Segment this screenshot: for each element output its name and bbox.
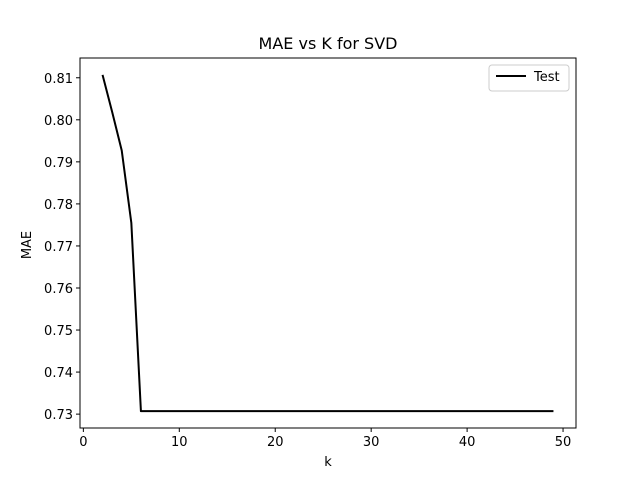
y-tick-label: 0.73	[44, 408, 73, 423]
x-tick-label: 50	[555, 435, 572, 450]
y-axis-title: MAE	[20, 231, 35, 259]
y-tick-label: 0.78	[44, 198, 73, 213]
series-layer	[101, 74, 554, 413]
y-tick-label: 0.75	[44, 324, 73, 339]
plot-frame	[79, 57, 577, 429]
x-tick-label: 20	[267, 435, 284, 450]
series-line-test	[101, 74, 554, 413]
legend: Test	[488, 64, 570, 92]
y-tick-label: 0.74	[44, 366, 73, 381]
plot-area	[80, 58, 576, 428]
legend-box	[488, 64, 570, 92]
y-tick-label: 0.80	[44, 114, 73, 129]
chart-title: MAE vs K for SVD	[259, 34, 398, 53]
y-tick-label: 0.77	[44, 240, 73, 255]
x-tick-label: 0	[79, 435, 87, 450]
x-tick-label: 40	[459, 435, 476, 450]
x-axis-ticks: 0 10 20 30 40 50	[79, 428, 571, 450]
y-tick-label: 0.79	[44, 156, 73, 171]
x-axis-title: k	[324, 455, 332, 470]
y-tick-label: 0.76	[44, 282, 73, 297]
x-tick-label: 10	[171, 435, 188, 450]
y-tick-label: 0.81	[44, 72, 73, 87]
y-axis-ticks: 0.73 0.74 0.75 0.76 0.77 0.78 0.79 0.80 0.81	[44, 72, 80, 423]
x-tick-label: 30	[363, 435, 380, 450]
legend-label-test: Test	[533, 70, 560, 85]
